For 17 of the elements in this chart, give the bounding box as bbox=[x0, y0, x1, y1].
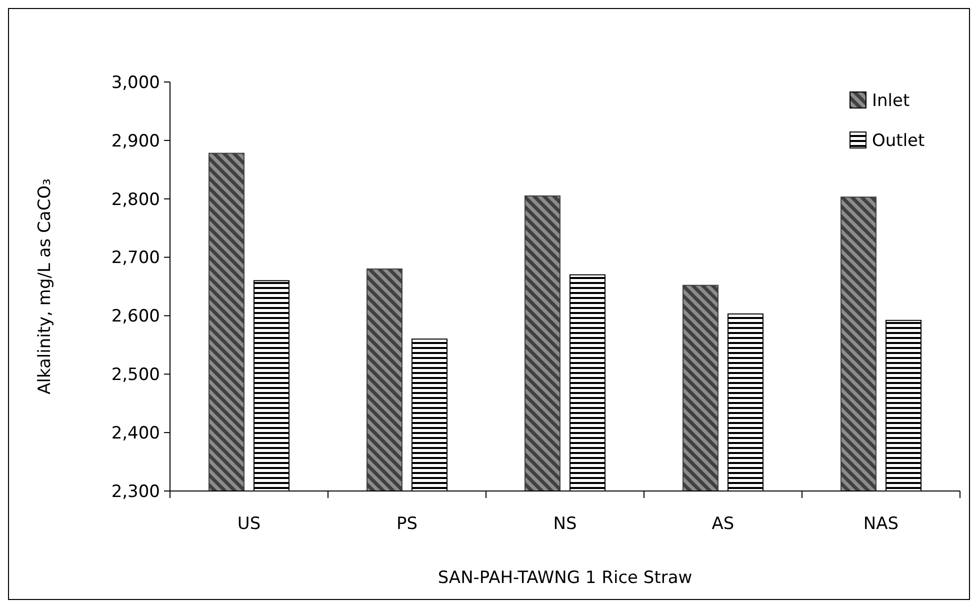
y-tick-label: 2,500 bbox=[111, 365, 160, 386]
x-tick-label: AS bbox=[712, 514, 734, 534]
x-tick-label: NS bbox=[553, 514, 577, 534]
y-axis-title: Alkalinity, mg/L as CaCO₃ bbox=[35, 178, 55, 394]
legend-label: Outlet bbox=[872, 130, 926, 151]
y-tick-label: 2,300 bbox=[111, 482, 160, 502]
x-tick-label: NAS bbox=[863, 514, 899, 534]
y-tick-label: 2,400 bbox=[111, 424, 160, 444]
y-tick-label: 2,900 bbox=[111, 131, 160, 152]
y-tick-label: 2,700 bbox=[111, 248, 160, 268]
legend-label: Inlet bbox=[872, 90, 910, 111]
x-tick-label: US bbox=[237, 514, 261, 534]
y-tick-label: 3,000 bbox=[111, 72, 160, 93]
y-tick-label: 2,800 bbox=[111, 190, 160, 210]
x-tick-label: PS bbox=[396, 514, 418, 534]
x-axis-title: SAN-PAH-TAWNG 1 Rice Straw bbox=[438, 568, 692, 588]
y-tick-label: 2,600 bbox=[111, 306, 160, 327]
